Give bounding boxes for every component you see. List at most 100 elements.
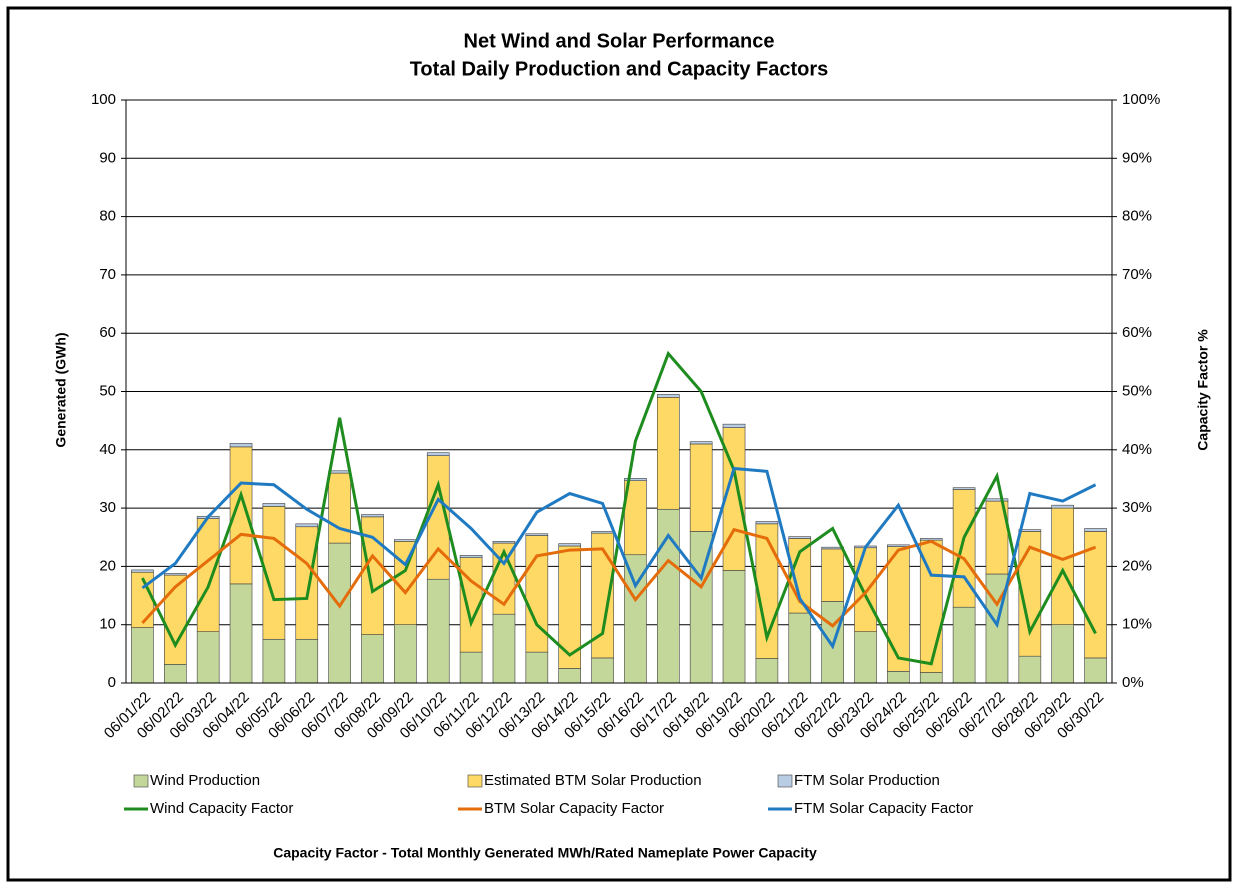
bar-segment	[361, 634, 384, 684]
bar-segment	[492, 541, 516, 544]
bar-segment	[394, 624, 417, 684]
legend-label: BTM Solar Capacity Factor	[484, 800, 664, 817]
legend-label: Wind Capacity Factor	[150, 800, 293, 817]
legend-label: Estimated BTM Solar Production	[484, 772, 702, 789]
bar-segment	[1051, 624, 1074, 684]
y-tick-label: 70	[99, 266, 116, 283]
bar-segment	[164, 664, 187, 684]
y2-tick-label: 20%	[1122, 557, 1152, 574]
y2-tick-label: 10%	[1122, 616, 1152, 633]
legend-swatch	[133, 774, 149, 788]
bar-segment	[262, 503, 286, 507]
bar-segment	[295, 526, 319, 640]
legend-label: FTM Solar Production	[794, 772, 940, 789]
bar-segment	[722, 570, 746, 684]
legend-swatch	[777, 774, 793, 788]
bar-segment	[788, 612, 812, 684]
bar-segment	[624, 478, 647, 481]
bar-segment	[492, 613, 516, 684]
bar-segment	[131, 569, 154, 573]
bar-segment	[229, 583, 253, 684]
bar-segment	[459, 555, 483, 558]
bar-segment	[887, 546, 910, 672]
bar-segment	[755, 658, 779, 684]
line-series	[141, 527, 1097, 628]
y2-tick-label: 90%	[1122, 149, 1152, 166]
footnote: Capacity Factor - Total Monthly Generate…	[273, 845, 817, 861]
bar-segment	[229, 443, 253, 448]
bar-segment	[525, 651, 549, 684]
bar-segment	[1051, 504, 1074, 509]
bar-segment	[196, 631, 220, 684]
bar-segment	[985, 498, 1009, 502]
legend-swatch	[467, 774, 483, 788]
chart-subtitle: Total Daily Production and Capacity Fact…	[410, 58, 829, 80]
legend-label: Wind Production	[150, 772, 260, 789]
y2-axis-title: Capacity Factor %	[1195, 329, 1211, 451]
y2-tick-label: 100%	[1122, 91, 1160, 108]
line-series	[141, 350, 1097, 666]
bar-segment	[854, 631, 877, 684]
bar-segment	[196, 518, 220, 632]
bar-segment	[952, 606, 976, 684]
bar-segment	[689, 443, 713, 532]
bar-segment	[361, 514, 384, 518]
y2-tick-label: 50%	[1122, 382, 1152, 399]
bar-segment	[459, 651, 483, 684]
bar-segment	[755, 521, 779, 525]
legend-label: FTM Solar Capacity Factor	[794, 800, 973, 817]
y2-tick-label: 40%	[1122, 441, 1152, 458]
bar-segment	[854, 547, 877, 632]
chart-frame	[6, 6, 1232, 882]
bar-segment	[952, 487, 976, 490]
bar-segment	[558, 668, 582, 684]
bar-segment	[821, 548, 844, 602]
bar-segment	[426, 578, 450, 684]
bar-segment	[1084, 528, 1107, 532]
bar-segment	[1018, 529, 1042, 532]
y-tick-label: 10	[99, 616, 116, 633]
y-tick-label: 100	[91, 91, 116, 108]
bar-segment	[788, 536, 812, 539]
line-series	[141, 466, 1097, 650]
bar-segment	[328, 470, 351, 474]
bar-segment	[525, 533, 549, 536]
y2-tick-label: 30%	[1122, 499, 1152, 516]
y-tick-label: 80	[99, 208, 116, 225]
bar-segment	[656, 397, 680, 510]
bar-segment	[591, 531, 614, 534]
y-tick-label: 90	[99, 149, 116, 166]
bar-segment	[131, 627, 154, 684]
y2-tick-label: 0%	[1122, 674, 1144, 691]
y-tick-label: 50	[99, 382, 116, 399]
bar-segment	[689, 441, 713, 445]
bar-segment	[295, 638, 319, 684]
y-tick-label: 40	[99, 441, 116, 458]
chart-title: Net Wind and Solar Performance	[464, 30, 775, 52]
y-tick-label: 30	[99, 499, 116, 516]
bar-segment	[656, 394, 680, 398]
bar-segment	[525, 535, 549, 653]
y-axis-title: Generated (GWh)	[53, 332, 69, 447]
bar-segment	[1084, 657, 1107, 684]
bar-segment	[1018, 655, 1042, 684]
y2-tick-label: 70%	[1122, 266, 1152, 283]
bar-segment	[722, 423, 746, 428]
bar-segment	[426, 452, 450, 456]
y2-tick-label: 60%	[1122, 324, 1152, 341]
y2-tick-label: 80%	[1122, 208, 1152, 225]
bar-segment	[919, 672, 943, 684]
bar-segment	[1051, 507, 1074, 626]
y-tick-label: 20	[99, 557, 116, 574]
bar-segment	[394, 539, 417, 542]
bar-segment	[262, 638, 286, 684]
bar-segment	[887, 671, 910, 684]
bar-segment	[558, 543, 582, 547]
y-tick-label: 60	[99, 324, 116, 341]
bar-segment	[591, 657, 614, 684]
bar-segment	[328, 542, 351, 684]
bar-segment	[164, 573, 187, 576]
bar-segment	[887, 544, 910, 547]
y-tick-label: 0	[108, 674, 116, 691]
